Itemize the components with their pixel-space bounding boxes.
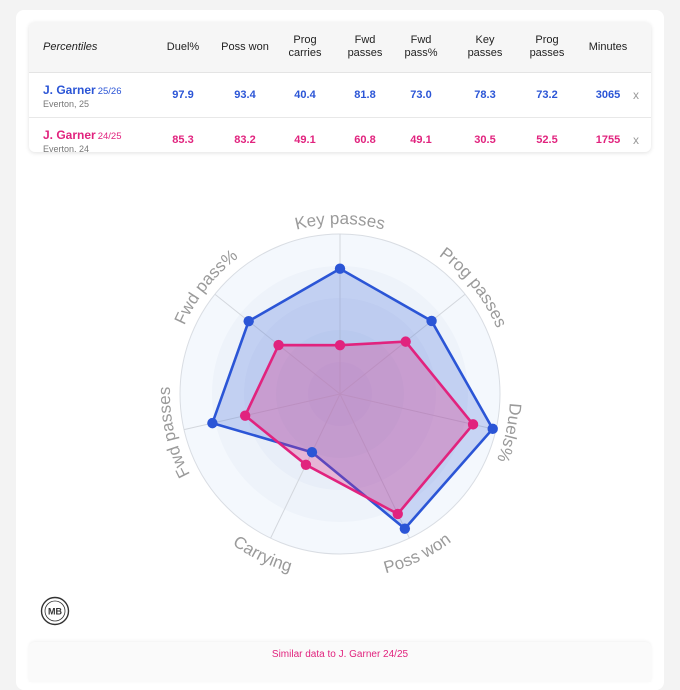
player-club: Everton, 24 xyxy=(43,144,90,152)
radar-point xyxy=(306,447,318,458)
value-minutes: 1755 xyxy=(595,134,621,146)
radar-point xyxy=(400,336,411,347)
radar-axis-label-text: Key passes xyxy=(293,209,387,234)
player-name[interactable]: J. Garner 24/25 xyxy=(43,128,121,142)
value-fwd-pass-pct: 73.0 xyxy=(410,89,432,101)
header-minutes: Minutes xyxy=(588,40,628,53)
player-name-text: J. Garner xyxy=(43,128,96,142)
radar-point xyxy=(392,508,403,520)
value-key-passes: 30.5 xyxy=(474,134,496,146)
radar-point xyxy=(207,417,218,429)
value-duel-pct: 85.3 xyxy=(172,134,194,146)
table-row: J. Garner 25/26 Everton, 25 97.9 93.4 40.… xyxy=(29,73,651,118)
stats-card: Percentiles Duel% Poss won Prog carries … xyxy=(16,10,664,690)
player-season: 24/25 xyxy=(97,131,122,142)
radar-point xyxy=(243,315,254,327)
value-prog-passes: 73.2 xyxy=(536,89,558,101)
value-fwd-pass-pct: 49.1 xyxy=(410,134,432,146)
comparison-table: Percentiles Duel% Poss won Prog carries … xyxy=(29,22,651,152)
value-poss-won: 93.4 xyxy=(234,89,256,101)
header-key-passes: Key passes xyxy=(467,34,503,59)
header-percentiles: Percentiles xyxy=(43,40,98,53)
value-minutes: 3065 xyxy=(595,89,621,101)
value-poss-won: 83.2 xyxy=(234,134,256,146)
value-prog-carries: 49.1 xyxy=(294,134,316,146)
table-header: Percentiles Duel% Poss won Prog carries … xyxy=(29,22,651,73)
radar-series-area xyxy=(210,267,495,531)
radar-point xyxy=(487,423,498,435)
value-prog-carries: 40.4 xyxy=(294,89,316,101)
player-name-text: J. Garner xyxy=(43,83,96,97)
header-prog-carries: Prog carries xyxy=(288,34,322,59)
radar-point xyxy=(334,263,346,274)
radar-axis-label: Key passes xyxy=(293,209,387,234)
header-duel-pct: Duel% xyxy=(166,40,200,53)
table-row: J. Garner 24/25 Everton, 24 85.3 83.2 49.… xyxy=(29,118,651,152)
radar-point xyxy=(334,340,346,351)
value-key-passes: 78.3 xyxy=(474,89,496,101)
header-fwd-passes: Fwd passes xyxy=(347,34,383,59)
similar-data-header[interactable]: Similar data to J. Garner 24/25 xyxy=(29,642,651,682)
radar-point xyxy=(239,410,251,421)
radar-point xyxy=(273,339,284,351)
header-poss-won: Poss won xyxy=(221,40,269,53)
radar-point xyxy=(467,419,479,430)
player-name[interactable]: J. Garner 25/26 xyxy=(43,83,121,97)
logo-text: MB xyxy=(48,607,62,617)
value-prog-passes: 52.5 xyxy=(536,134,558,146)
value-duel-pct: 97.9 xyxy=(172,89,194,101)
remove-row-button[interactable]: x xyxy=(633,133,639,147)
value-fwd-passes: 81.8 xyxy=(354,89,376,101)
radar-point xyxy=(399,523,411,534)
player-club: Everton, 25 xyxy=(43,99,90,109)
header-fwd-pass-pct: Fwd pass% xyxy=(404,34,438,59)
value-fwd-passes: 60.8 xyxy=(354,134,376,146)
radar-point xyxy=(300,459,312,470)
header-prog-passes: Prog passes xyxy=(529,34,565,59)
player-season: 25/26 xyxy=(97,86,122,97)
mb-logo: MB xyxy=(40,596,70,626)
radar-point xyxy=(426,315,437,327)
remove-row-button[interactable]: x xyxy=(633,88,639,102)
radar-series-area xyxy=(243,340,475,516)
